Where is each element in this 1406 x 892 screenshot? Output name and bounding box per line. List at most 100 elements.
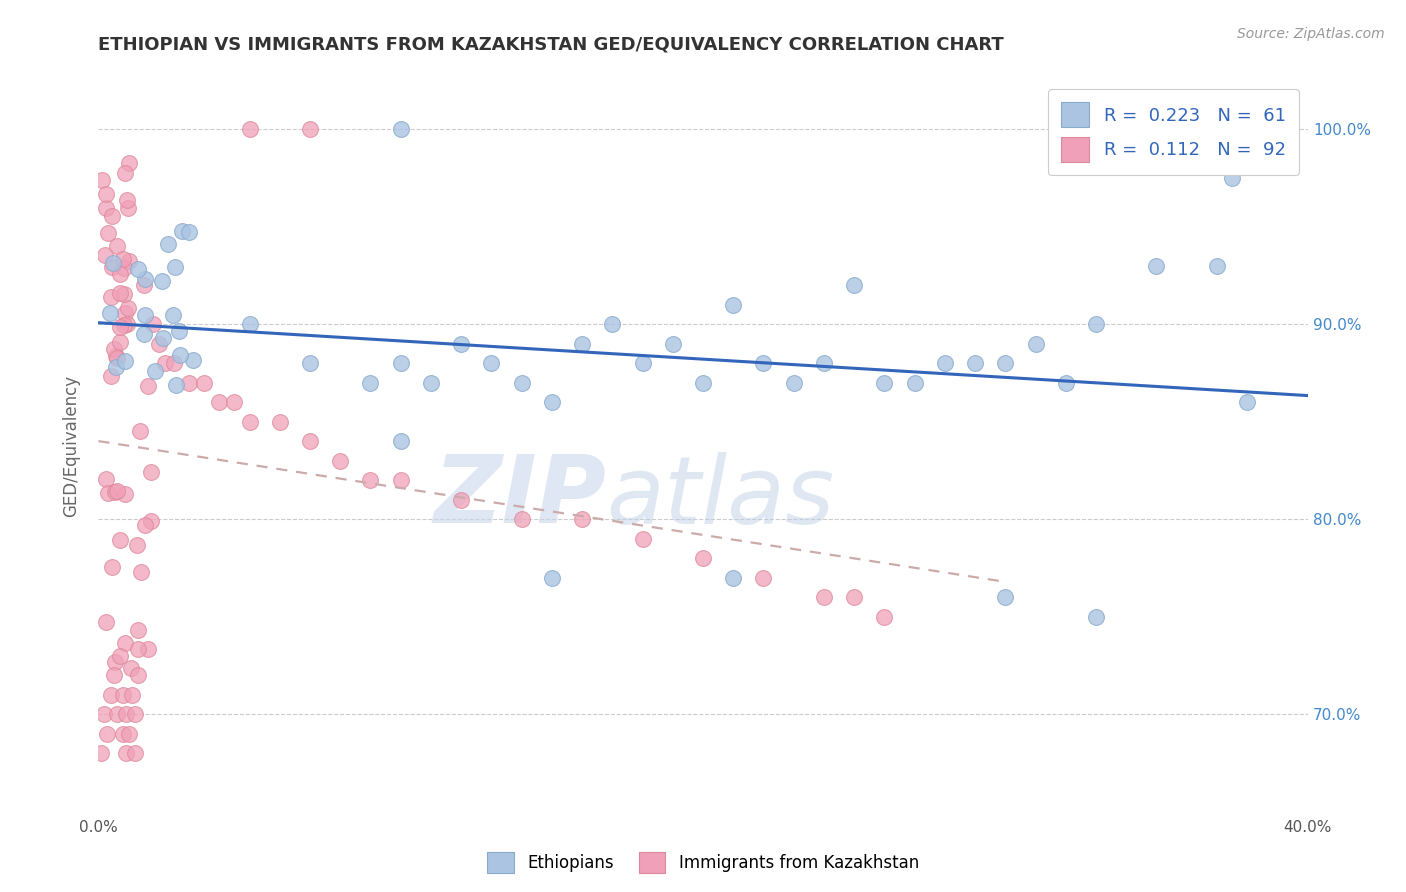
Point (1206, 259, 1229, 273)
Point (111, 252, 134, 266)
Point (692, 376, 714, 390)
Point (112, 260, 135, 275)
Point (127, 538, 149, 552)
Point (96, 615, 118, 629)
Point (117, 201, 139, 215)
Point (103, 343, 125, 357)
Point (143, 364, 166, 378)
Point (1085, 609, 1108, 624)
Point (110, 320, 132, 334)
Point (129, 424, 152, 438)
Point (100, 290, 122, 304)
Point (389, 473, 412, 487)
Point (179, 376, 201, 390)
Point (103, 668, 125, 682)
Point (420, 376, 443, 390)
Point (104, 484, 127, 499)
Point (148, 336, 170, 351)
Point (299, 356, 322, 370)
Point (117, 301, 139, 316)
Point (193, 376, 215, 390)
Point (127, 642, 149, 657)
Point (783, 376, 806, 390)
Point (167, 324, 190, 338)
Point (121, 688, 143, 702)
Point (631, 532, 654, 546)
Point (994, 356, 1017, 370)
Point (239, 415, 262, 429)
Point (450, 492, 472, 507)
Point (93, 707, 115, 722)
Point (389, 122, 412, 136)
Point (108, 533, 131, 548)
Point (131, 566, 153, 580)
Point (540, 571, 562, 585)
Text: atlas: atlas (606, 451, 835, 542)
Point (813, 356, 835, 370)
Point (723, 571, 745, 585)
Point (108, 285, 131, 300)
Point (120, 661, 142, 675)
Point (752, 356, 775, 370)
Point (136, 379, 159, 393)
Point (134, 326, 156, 341)
Point (1024, 336, 1046, 351)
Point (105, 359, 128, 374)
Point (510, 512, 533, 526)
Point (111, 688, 134, 702)
Point (104, 655, 127, 669)
Point (101, 260, 124, 275)
Point (114, 636, 136, 650)
Point (94, 248, 117, 262)
Point (163, 260, 186, 274)
Point (118, 156, 141, 170)
Point (100, 209, 122, 223)
Point (134, 308, 156, 322)
Point (873, 609, 896, 624)
Point (1220, 170, 1243, 185)
Point (132, 278, 155, 293)
Legend: R =  0.223   N =  61, R =  0.112   N =  92: R = 0.223 N = 61, R = 0.112 N = 92 (1047, 89, 1299, 175)
Point (571, 512, 593, 526)
Point (450, 336, 472, 351)
Point (723, 297, 745, 311)
Point (1054, 376, 1077, 390)
Point (101, 560, 124, 574)
Point (127, 623, 149, 637)
Point (177, 225, 200, 239)
Point (124, 707, 146, 722)
Point (873, 376, 896, 390)
Point (269, 415, 291, 429)
Point (117, 317, 139, 331)
Point (114, 707, 136, 722)
Point (661, 336, 683, 351)
Point (571, 336, 593, 351)
Point (481, 356, 503, 370)
Point (118, 253, 141, 268)
Point (105, 351, 128, 365)
Legend: Ethiopians, Immigrants from Kazakhstan: Ethiopians, Immigrants from Kazakhstan (481, 846, 925, 880)
Point (111, 727, 134, 741)
Point (752, 571, 775, 585)
Point (163, 356, 186, 370)
Text: ETHIOPIAN VS IMMIGRANTS FROM KAZAKHSTAN GED/EQUIVALENCY CORRELATION CHART: ETHIOPIAN VS IMMIGRANTS FROM KAZAKHSTAN … (98, 36, 1004, 54)
Point (389, 434, 412, 449)
Point (602, 317, 624, 331)
Point (208, 395, 231, 409)
Point (110, 334, 132, 349)
Point (181, 353, 204, 368)
Point (844, 590, 866, 604)
Point (96, 727, 118, 741)
Point (94, 472, 117, 486)
Point (934, 356, 956, 370)
Point (360, 473, 382, 487)
Y-axis label: GED/Equivalency: GED/Equivalency (62, 375, 80, 517)
Text: ZIP: ZIP (433, 451, 606, 543)
Point (153, 356, 176, 370)
Point (90, 172, 112, 186)
Point (100, 369, 122, 384)
Point (239, 122, 262, 136)
Point (904, 376, 927, 390)
Text: Source: ZipAtlas.com: Source: ZipAtlas.com (1237, 27, 1385, 41)
Point (97, 226, 120, 240)
